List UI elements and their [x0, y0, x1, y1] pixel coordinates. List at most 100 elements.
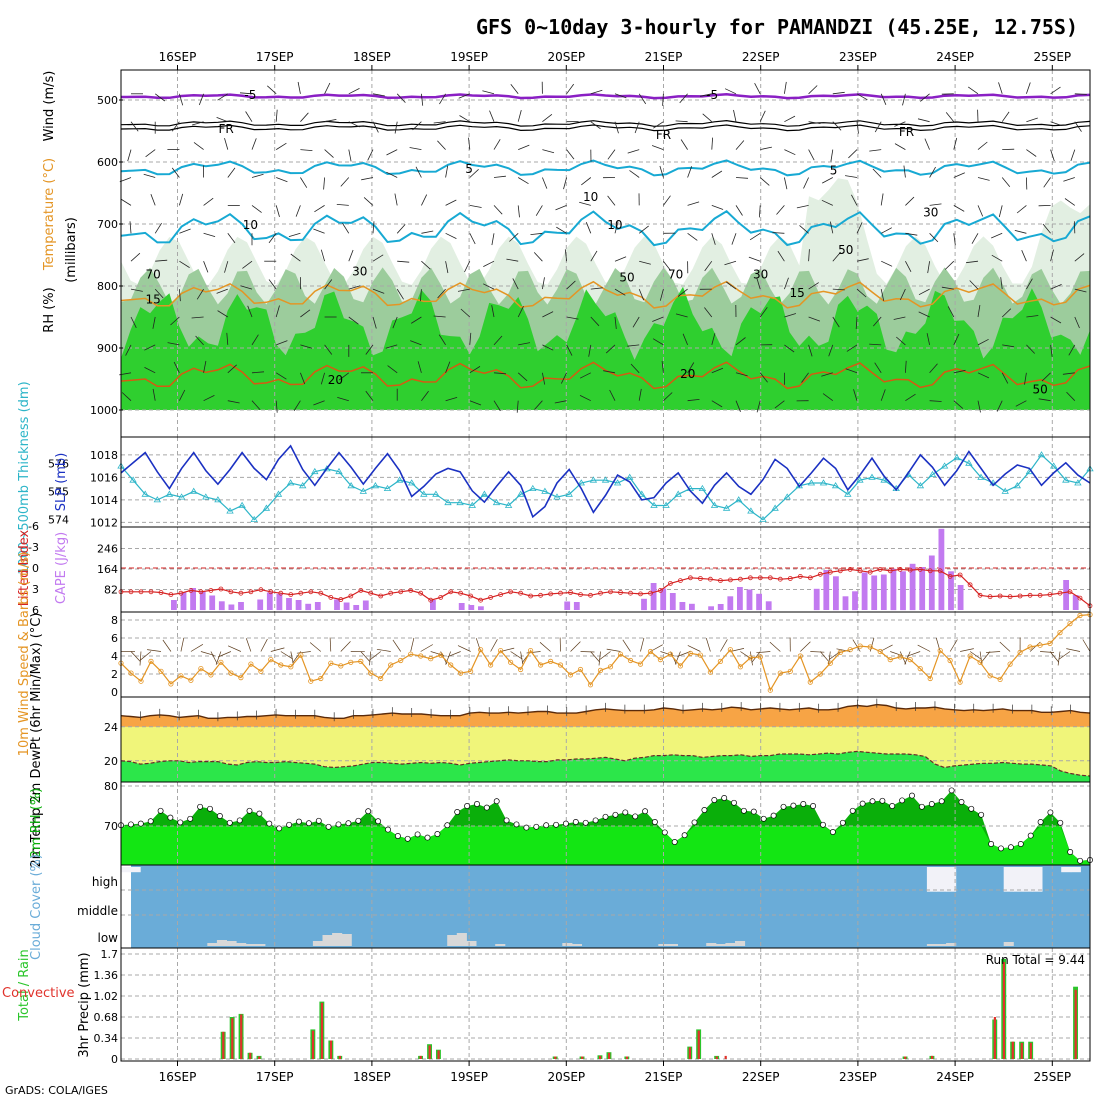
wind-speed-point	[917, 665, 923, 672]
wind-barb	[510, 84, 519, 95]
lifted-index-point	[318, 590, 324, 596]
rh-tick-label: 70	[104, 820, 118, 833]
wind-barb	[394, 121, 398, 134]
y-axis-titles: Wind (m/s) Temperature (°C) RH (%) (milliba…	[2, 71, 92, 1058]
wind-barb	[953, 137, 958, 150]
cape-bar	[660, 588, 667, 610]
wind-barb	[977, 400, 981, 413]
cape-bar	[343, 602, 350, 610]
wind-barb	[372, 316, 377, 329]
wind-speed-point	[158, 668, 164, 674]
convective-bar	[249, 1052, 252, 1059]
wind-speed-point	[288, 664, 294, 670]
lifted-index-point	[578, 592, 583, 597]
temp-contour-15	[120, 280, 1091, 309]
cape-bar	[727, 596, 734, 611]
wind-barb	[196, 288, 204, 300]
lifted-index-point	[498, 592, 504, 597]
wind-barb	[217, 651, 232, 658]
date-label-bottom: 20SEP	[547, 1070, 585, 1084]
thickness-point	[504, 501, 513, 508]
cape-bar	[190, 588, 196, 610]
rh-point	[137, 820, 144, 827]
lifted-index-point	[468, 593, 474, 599]
wind-barb	[711, 137, 713, 150]
wind-barb	[998, 82, 1003, 94]
thickness-tick-label: 576	[48, 457, 69, 470]
rh-point	[483, 804, 490, 811]
wind-barb	[836, 648, 851, 652]
wind-barb	[894, 143, 906, 150]
convective-bar	[581, 1056, 584, 1059]
rh-point	[632, 813, 639, 820]
wind-barb	[905, 360, 907, 373]
wind-barb	[457, 645, 471, 652]
wind-barb	[590, 121, 601, 130]
wind-barb	[777, 250, 785, 262]
thickness-point	[1013, 482, 1022, 489]
wind-speed-point	[198, 665, 204, 672]
wind-barb	[874, 362, 882, 374]
rh-point	[592, 817, 599, 824]
low-cloud-bar	[236, 943, 247, 946]
wind-barb	[735, 337, 746, 346]
wind-barb	[203, 197, 214, 206]
thickness-point	[844, 490, 852, 497]
wind-barb	[1050, 249, 1054, 262]
wind-speed-point	[897, 654, 903, 660]
rh-point	[849, 807, 856, 814]
thickness-point	[129, 476, 137, 483]
slp-tick-label: 1016	[90, 471, 118, 484]
temp-tick-label: 20	[104, 755, 118, 768]
wind-barb	[251, 138, 257, 150]
wind-barb	[251, 173, 264, 178]
wind-barb	[417, 361, 422, 373]
wind-barb	[579, 201, 591, 206]
wind-barb	[704, 260, 713, 272]
wind-speed-point	[697, 652, 704, 658]
rh-point	[414, 831, 421, 838]
y-axis-title: SLP (mb)	[54, 453, 69, 512]
contour-label: 10	[583, 190, 598, 204]
wind-barb	[760, 146, 772, 150]
wind-barb	[297, 81, 301, 94]
rh-point	[721, 795, 728, 801]
lifted-index-tick-label: 6	[32, 604, 39, 617]
wind-speed-point	[637, 661, 644, 667]
wind-barb	[179, 193, 184, 206]
wind-barb	[313, 228, 325, 234]
wind-barb	[227, 233, 236, 244]
slp-tick-label: 1012	[90, 516, 118, 529]
wind-barb	[1024, 372, 1027, 385]
wind-barb	[724, 88, 737, 95]
cape-bar	[928, 555, 935, 610]
wind-barb	[1050, 316, 1062, 324]
wind-speed-point	[647, 648, 654, 655]
thickness-point	[311, 467, 319, 475]
wind-barb	[585, 222, 592, 234]
wind-speed-point	[308, 678, 314, 684]
wind-barb	[367, 149, 374, 161]
wind-barb	[336, 204, 349, 206]
wind-barb	[144, 344, 156, 351]
wind-barb	[832, 288, 845, 291]
convective-bar	[311, 1030, 315, 1059]
date-label-bottom: 24SEP	[936, 1070, 974, 1084]
thickness-point	[298, 482, 307, 489]
wind-barb	[300, 309, 311, 318]
wind-barb	[410, 340, 422, 346]
low-cloud-bar	[312, 941, 323, 946]
wind-barb	[296, 651, 311, 654]
date-label-top: 22SEP	[742, 50, 780, 64]
y-axis-title: Temperature (°C)	[42, 158, 57, 271]
wind-barb	[904, 651, 911, 665]
wind-barb	[227, 645, 242, 652]
wind-barb	[372, 288, 385, 294]
slp-tick-label: 1014	[90, 494, 118, 507]
wind-barb	[917, 118, 930, 123]
thickness-point	[819, 479, 828, 486]
convective-bar	[1011, 1041, 1014, 1059]
rh-point	[444, 822, 451, 829]
wind-speed-point	[398, 657, 404, 664]
wind-speed-point	[338, 663, 344, 669]
